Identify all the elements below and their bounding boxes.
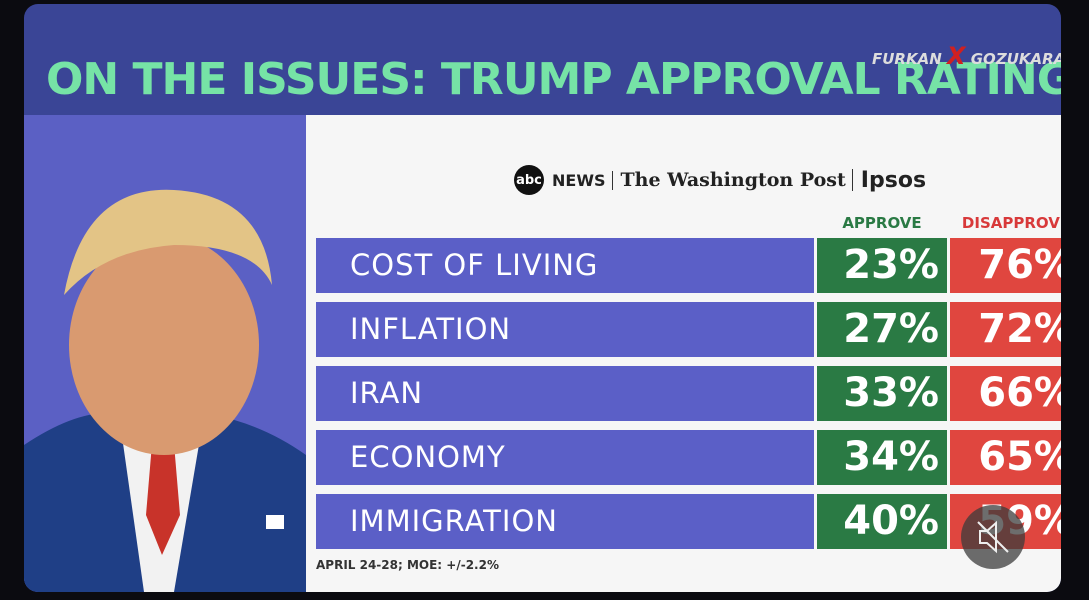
rating-cell: 76% [950,238,1061,293]
watermark-x: X [947,42,966,70]
rating-cell: 33% [817,366,947,421]
screen: ON THE ISSUES: TRUMP APPROVAL RATINGS FU… [24,4,1061,592]
watermark-text: FURKAN [872,50,942,68]
left-panel [24,115,306,592]
row-label: IRAN [316,366,814,421]
row-label: COST OF LIVING [316,238,814,293]
rating-cell: 66% [950,366,1061,421]
content-panel: abc NEWS The Washington Post Ipsos APPRO… [306,115,1061,592]
watermark: FURKAN X GOZUKARA [872,42,1061,70]
row-label: ECONOMY [316,430,814,485]
portrait [24,189,306,592]
rating-cell: 72% [950,302,1061,357]
column-header: APPROVE [842,214,922,232]
title: ON THE ISSUES: TRUMP APPROVAL RATINGS [46,54,1061,105]
mute-button[interactable] [958,502,1028,572]
watermark-text: GOZUKARA [970,50,1061,68]
rating-cell: 27% [817,302,947,357]
rating-cell: 23% [817,238,947,293]
post-label: The Washington Post [621,169,853,191]
rating-cell: 34% [817,430,947,485]
footer-note: APRIL 24-28; MOE: +/-2.2% [316,558,499,572]
news-label: NEWS [552,170,613,190]
row-label: IMMIGRATION [316,494,814,549]
column-header: DISAPPROVE [961,214,1061,232]
abc-logo: abc [514,165,544,195]
rating-cell: 40% [817,494,947,549]
row-label: INFLATION [316,302,814,357]
sources: abc NEWS The Washington Post Ipsos [514,165,926,195]
rating-cell: 65% [950,430,1061,485]
ipsos-label: Ipsos [860,167,927,193]
